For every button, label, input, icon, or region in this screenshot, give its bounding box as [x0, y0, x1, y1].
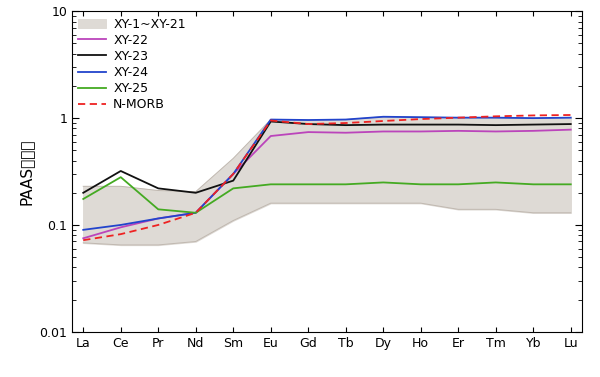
Y-axis label: PAAS标准化: PAAS标准化 — [19, 138, 34, 205]
Legend: XY-1~XY-21, XY-22, XY-23, XY-24, XY-25, N-MORB: XY-1~XY-21, XY-22, XY-23, XY-24, XY-25, … — [76, 15, 188, 114]
